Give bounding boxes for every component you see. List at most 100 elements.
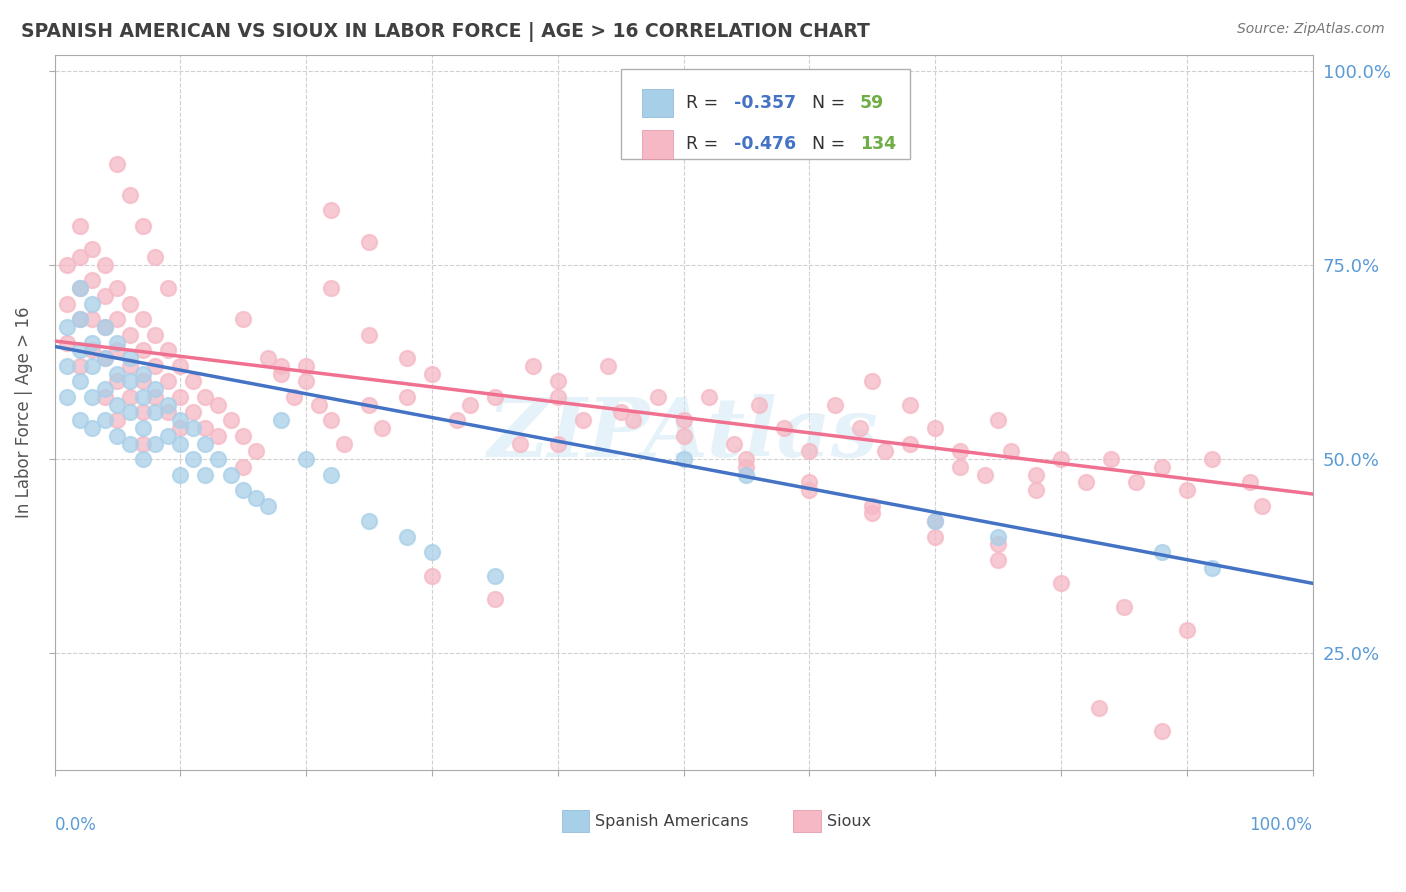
Point — [69, 219, 91, 233]
Point — [56, 390, 79, 404]
Point — [219, 413, 242, 427]
Point — [82, 243, 104, 257]
Point — [232, 483, 254, 497]
Point — [420, 367, 443, 381]
Point — [131, 343, 153, 358]
Point — [94, 289, 117, 303]
Point — [131, 367, 153, 381]
Point — [308, 398, 330, 412]
Point — [69, 312, 91, 326]
Point — [94, 382, 117, 396]
Point — [672, 413, 695, 427]
Point — [295, 375, 318, 389]
Point — [169, 413, 191, 427]
Point — [1175, 623, 1198, 637]
Point — [672, 429, 695, 443]
Point — [395, 390, 418, 404]
Point — [357, 398, 380, 412]
Point — [395, 530, 418, 544]
Point — [94, 258, 117, 272]
Point — [987, 530, 1010, 544]
Point — [131, 405, 153, 419]
Point — [56, 258, 79, 272]
Point — [107, 413, 129, 427]
Point — [82, 335, 104, 350]
Point — [484, 591, 506, 606]
Point — [295, 452, 318, 467]
Point — [924, 530, 946, 544]
Point — [1000, 444, 1022, 458]
Point — [949, 459, 972, 474]
Point — [1150, 459, 1173, 474]
Point — [1099, 452, 1122, 467]
Point — [735, 467, 758, 482]
Point — [1025, 483, 1047, 497]
Point — [873, 444, 896, 458]
Point — [232, 312, 254, 326]
Point — [924, 421, 946, 435]
Point — [82, 296, 104, 310]
Point — [94, 413, 117, 427]
Point — [1201, 452, 1223, 467]
Point — [735, 459, 758, 474]
Point — [181, 375, 204, 389]
Point — [257, 499, 280, 513]
Point — [245, 491, 267, 505]
Point — [169, 436, 191, 450]
Point — [898, 436, 921, 450]
Point — [1150, 545, 1173, 559]
Point — [1025, 467, 1047, 482]
Text: R =: R = — [686, 94, 724, 112]
Point — [118, 188, 141, 202]
Point — [987, 413, 1010, 427]
Point — [1112, 599, 1135, 614]
Text: Spanish Americans: Spanish Americans — [596, 814, 749, 829]
Point — [118, 359, 141, 373]
Point — [82, 390, 104, 404]
Point — [169, 359, 191, 373]
Point — [131, 312, 153, 326]
Point — [107, 281, 129, 295]
Point — [547, 375, 569, 389]
Point — [484, 568, 506, 582]
Point — [82, 343, 104, 358]
Point — [1050, 576, 1073, 591]
Point — [143, 382, 166, 396]
Point — [522, 359, 544, 373]
Point — [509, 436, 531, 450]
Point — [924, 514, 946, 528]
Point — [107, 312, 129, 326]
Point — [131, 421, 153, 435]
Point — [974, 467, 997, 482]
Point — [860, 499, 883, 513]
Point — [131, 436, 153, 450]
Point — [547, 390, 569, 404]
Point — [69, 413, 91, 427]
Point — [1074, 475, 1097, 490]
Point — [143, 390, 166, 404]
Point — [987, 553, 1010, 567]
Point — [987, 537, 1010, 551]
Point — [194, 467, 217, 482]
Point — [169, 421, 191, 435]
Point — [395, 351, 418, 365]
Point — [169, 390, 191, 404]
Point — [232, 459, 254, 474]
FancyBboxPatch shape — [620, 70, 910, 159]
Point — [118, 436, 141, 450]
Text: SPANISH AMERICAN VS SIOUX IN LABOR FORCE | AGE > 16 CORRELATION CHART: SPANISH AMERICAN VS SIOUX IN LABOR FORCE… — [21, 22, 870, 42]
Text: -0.357: -0.357 — [734, 94, 796, 112]
Point — [131, 390, 153, 404]
Point — [357, 514, 380, 528]
Point — [647, 390, 669, 404]
Point — [118, 390, 141, 404]
Point — [609, 405, 631, 419]
Point — [118, 405, 141, 419]
Bar — [793, 811, 821, 832]
Point — [723, 436, 745, 450]
Text: Source: ZipAtlas.com: Source: ZipAtlas.com — [1237, 22, 1385, 37]
Point — [107, 343, 129, 358]
Point — [547, 436, 569, 450]
Point — [107, 367, 129, 381]
Point — [1251, 499, 1274, 513]
